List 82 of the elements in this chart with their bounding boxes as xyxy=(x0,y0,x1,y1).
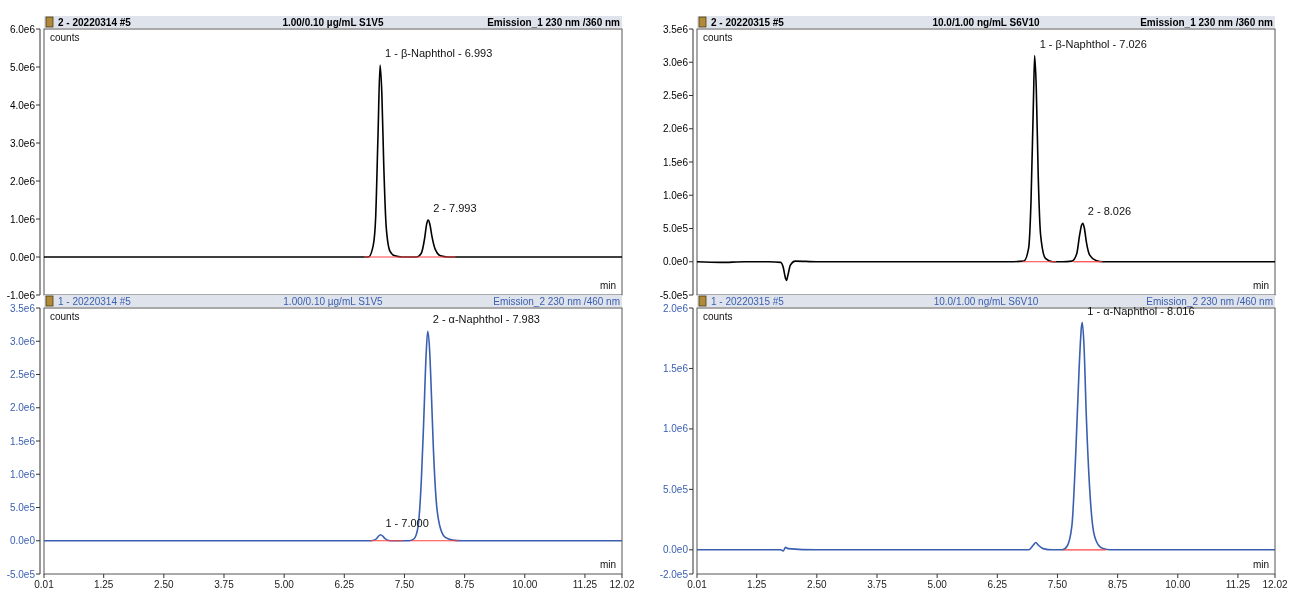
y-tick-label: 3.5e6 xyxy=(662,23,689,35)
y-tick-label: 0.0e0 xyxy=(9,535,36,547)
y-tick-label: 0.0e0 xyxy=(9,251,36,263)
x-tick-label: 6.25 xyxy=(987,579,1008,589)
x-axis-title: min xyxy=(599,559,616,570)
y-tick-label: -2.0e5 xyxy=(659,568,689,580)
line-series xyxy=(696,54,1276,282)
y-axis-title: counts xyxy=(703,32,733,43)
y-tick-label: 1.0e6 xyxy=(9,213,36,225)
annotation: 2 - 8.026 xyxy=(1087,205,1132,218)
text: Emission_2 230 nm /460 nm xyxy=(493,296,620,307)
x-tick-label: 11.25 xyxy=(1225,579,1251,589)
y-tick-label: 2.0e6 xyxy=(662,302,689,314)
x-tick-label: 0.01 xyxy=(687,579,708,589)
y-tick-label: -5.0e5 xyxy=(659,289,689,301)
x-tick-label: 7.50 xyxy=(1047,579,1068,589)
annotation: 1 - β-Naphthol - 6.993 xyxy=(385,47,493,60)
line-series xyxy=(696,321,1276,552)
x-tick-label: 12.02 xyxy=(609,579,635,589)
y-tick-label: 1.0e6 xyxy=(662,423,689,435)
y-tick-label: 6.0e6 xyxy=(9,23,36,35)
y-tick-label: 2.5e6 xyxy=(9,369,36,380)
y-tick-label: 0.0e0 xyxy=(662,544,689,556)
y-tick-label: 3.0e6 xyxy=(662,56,689,68)
chart-title: 1 - 20220314 #5 xyxy=(58,296,132,307)
y-tick-label: 1.5e6 xyxy=(662,156,689,168)
x-tick-label: 6.25 xyxy=(334,579,355,589)
x-tick-label: 2.50 xyxy=(807,579,827,589)
x-tick-label: 5.00 xyxy=(274,579,295,589)
y-tick-label: -1.0e6 xyxy=(6,289,36,301)
y-tick-label: 5.0e5 xyxy=(9,502,36,513)
y-tick-label: 1.5e6 xyxy=(9,435,36,447)
y-tick-label: 5.0e6 xyxy=(9,61,36,73)
y-tick-label: 2.0e6 xyxy=(662,123,689,135)
x-tick-label: 2.50 xyxy=(154,579,174,589)
x-tick-label: 10.00 xyxy=(512,579,538,589)
x-tick-label: 10.00 xyxy=(1165,579,1191,589)
y-tick-label: 1.5e6 xyxy=(662,362,689,374)
x-tick-label: 3.75 xyxy=(867,579,888,589)
chart-title: 2 - 20220314 #5 xyxy=(58,17,132,28)
y-tick-label: 3.5e6 xyxy=(9,302,36,314)
annotation: 1 - β-Naphthol - 7.026 xyxy=(1039,37,1147,50)
y-tick-label: 5.0e5 xyxy=(662,483,689,495)
x-tick-label: 1.25 xyxy=(93,579,114,589)
text: Emission_1 230 nm /360 nm xyxy=(1140,17,1274,28)
y-axis-title: counts xyxy=(703,311,733,322)
y-tick-label: 1.0e6 xyxy=(662,189,689,201)
y-tick-label: 2.0e6 xyxy=(9,402,36,414)
text: Emission_1 230 nm /360 nm xyxy=(487,17,621,28)
x-tick-label: 3.75 xyxy=(214,579,235,589)
chart-title: 1 - 20220315 #5 xyxy=(711,296,785,307)
x-tick-label: 12.02 xyxy=(1262,579,1288,589)
y-tick-label: 2.5e6 xyxy=(662,90,689,101)
x-tick-label: 1.25 xyxy=(746,579,767,589)
chart-subtitle: 1.00/0.10 µg/mL S1V5 xyxy=(282,17,385,28)
y-tick-label: 1.0e6 xyxy=(9,468,36,480)
x-tick-label: 5.00 xyxy=(927,579,948,589)
y-tick-label: 3.0e6 xyxy=(9,335,36,347)
line-series xyxy=(43,64,623,258)
y-axis-title: counts xyxy=(50,32,80,43)
y-tick-label: 5.0e5 xyxy=(662,223,689,234)
y-tick-label: 0.0e0 xyxy=(662,256,689,268)
x-tick-label: 8.75 xyxy=(1107,579,1128,589)
y-tick-label: 4.0e6 xyxy=(9,99,36,111)
x-tick-label: 0.01 xyxy=(34,579,55,589)
y-tick-label: 3.0e6 xyxy=(9,137,36,149)
x-tick-label: 8.75 xyxy=(454,579,475,589)
x-axis-title: min xyxy=(599,280,616,291)
x-axis-title: min xyxy=(1252,280,1269,291)
y-axis-title: counts xyxy=(50,311,80,322)
y-tick-label: -5.0e5 xyxy=(6,568,36,580)
chart-subtitle: 10.0/1.00 ng/mL S6V10 xyxy=(933,296,1039,307)
chart-subtitle: 1.00/0.10 µg/mL S1V5 xyxy=(283,296,384,307)
y-tick-label: 2.0e6 xyxy=(9,175,36,187)
x-tick-label: 7.50 xyxy=(394,579,415,589)
annotation: 2 - α-Naphthol - 7.983 xyxy=(432,313,540,326)
annotation: 2 - 7.993 xyxy=(433,202,477,215)
chart-title: 2 - 20220315 #5 xyxy=(711,17,785,28)
x-axis-title: min xyxy=(1252,559,1269,570)
chart-subtitle: 10.0/1.00 ng/mL S6V10 xyxy=(932,17,1040,28)
x-tick-label: 11.25 xyxy=(572,579,598,589)
line-series xyxy=(43,330,623,542)
